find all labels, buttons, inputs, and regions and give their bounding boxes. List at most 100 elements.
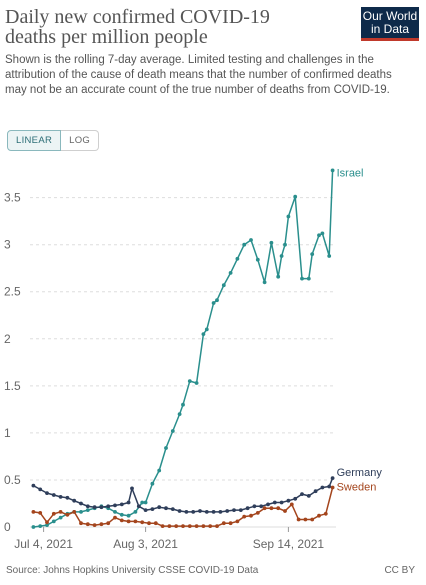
data-point-germany [211, 510, 216, 514]
data-point-sweden [147, 521, 151, 526]
data-point-sweden [310, 517, 315, 522]
data-point-israel [45, 523, 49, 527]
data-point-israel [51, 519, 56, 524]
data-point-israel [221, 283, 226, 288]
log-scale-button[interactable]: LOG [61, 130, 100, 151]
series-label-israel[interactable]: Israel [337, 167, 364, 179]
data-point-sweden [317, 513, 321, 518]
data-point-sweden [296, 517, 301, 522]
data-point-germany [143, 508, 148, 512]
data-point-israel [317, 233, 321, 238]
series-line-israel[interactable] [33, 170, 334, 528]
data-point-sweden [45, 520, 49, 525]
data-point-israel [113, 510, 117, 514]
data-point-israel [157, 468, 162, 473]
data-point-germany [113, 503, 117, 508]
x-tick-label: Jul 4, 2021 [14, 537, 73, 551]
data-point-germany [157, 505, 162, 510]
logo-line-2: in Data [370, 22, 410, 36]
data-point-germany [99, 505, 104, 510]
data-point-israel [320, 231, 325, 236]
data-point-sweden [262, 506, 267, 511]
data-point-sweden [187, 524, 192, 528]
data-point-sweden [51, 511, 56, 516]
data-point-sweden [242, 514, 247, 519]
data-point-germany [164, 506, 168, 511]
data-point-sweden [58, 510, 63, 514]
data-point-israel [126, 513, 131, 518]
data-point-israel [85, 508, 90, 512]
data-point-israel [228, 271, 233, 275]
data-point-sweden [323, 511, 328, 516]
data-point-israel [170, 429, 175, 433]
data-point-germany [266, 502, 270, 507]
data-point-germany [238, 508, 243, 512]
data-point-sweden [119, 518, 124, 523]
data-point-germany [130, 486, 134, 491]
data-point-germany [92, 505, 97, 510]
data-point-germany [259, 504, 264, 509]
series-label-germany[interactable]: Germany [337, 467, 383, 479]
x-tick-label: Sep 14, 2021 [253, 537, 325, 551]
data-point-germany [38, 487, 43, 492]
data-point-sweden [255, 511, 260, 515]
data-point-israel [150, 481, 155, 486]
data-point-sweden [113, 515, 117, 520]
data-point-sweden [276, 506, 281, 511]
data-point-israel [140, 500, 145, 505]
data-point-germany [51, 493, 56, 497]
data-point-germany [225, 509, 230, 513]
linear-scale-button[interactable]: LINEAR [7, 130, 62, 151]
data-point-sweden [92, 523, 97, 527]
data-point-israel [164, 446, 168, 450]
data-point-israel [286, 214, 291, 219]
data-point-germany [65, 495, 70, 500]
data-point-sweden [194, 524, 199, 528]
y-tick-label: 2 [4, 332, 11, 346]
data-point-sweden [38, 511, 43, 515]
data-point-sweden [79, 521, 83, 526]
data-point-israel [310, 252, 315, 256]
data-point-israel [255, 257, 260, 262]
owid-logo[interactable]: Our World in Data [361, 7, 419, 41]
data-point-germany [31, 483, 36, 488]
data-point-germany [204, 510, 209, 514]
data-point-germany [293, 496, 298, 501]
data-point-germany [184, 510, 189, 514]
y-tick-label: 2.5 [4, 285, 21, 299]
data-point-israel [235, 256, 240, 261]
title-line-2: deaths per million people [5, 26, 208, 48]
series-label-sweden[interactable]: Sweden [337, 481, 377, 493]
data-point-sweden [167, 524, 172, 528]
data-point-israel [79, 510, 83, 514]
data-point-israel [330, 168, 335, 173]
data-point-sweden [249, 513, 253, 518]
data-point-sweden [303, 517, 308, 522]
data-point-germany [106, 504, 111, 509]
data-point-germany [72, 498, 77, 503]
data-point-germany [330, 476, 335, 480]
y-tick-label: 3.5 [4, 191, 21, 205]
data-point-sweden [201, 524, 206, 528]
data-point-germany [45, 491, 49, 495]
data-point-israel [300, 276, 304, 281]
data-point-sweden [160, 524, 165, 528]
series-line-sweden[interactable] [33, 487, 334, 527]
data-point-israel [31, 525, 36, 529]
license-link[interactable]: CC BY [384, 565, 415, 576]
data-point-sweden [99, 522, 104, 527]
series-line-germany[interactable] [33, 477, 334, 513]
data-point-germany [320, 485, 325, 490]
y-tick-label: 0.5 [4, 473, 21, 487]
data-point-israel [327, 254, 332, 258]
data-point-sweden [208, 524, 213, 528]
data-point-germany [79, 501, 83, 506]
data-point-sweden [215, 524, 219, 528]
data-point-germany [313, 489, 318, 494]
data-point-israel [242, 242, 247, 247]
data-point-sweden [235, 519, 240, 524]
data-point-germany [85, 504, 90, 509]
data-point-israel [204, 327, 209, 332]
data-point-germany [279, 500, 284, 505]
data-point-germany [252, 504, 257, 509]
